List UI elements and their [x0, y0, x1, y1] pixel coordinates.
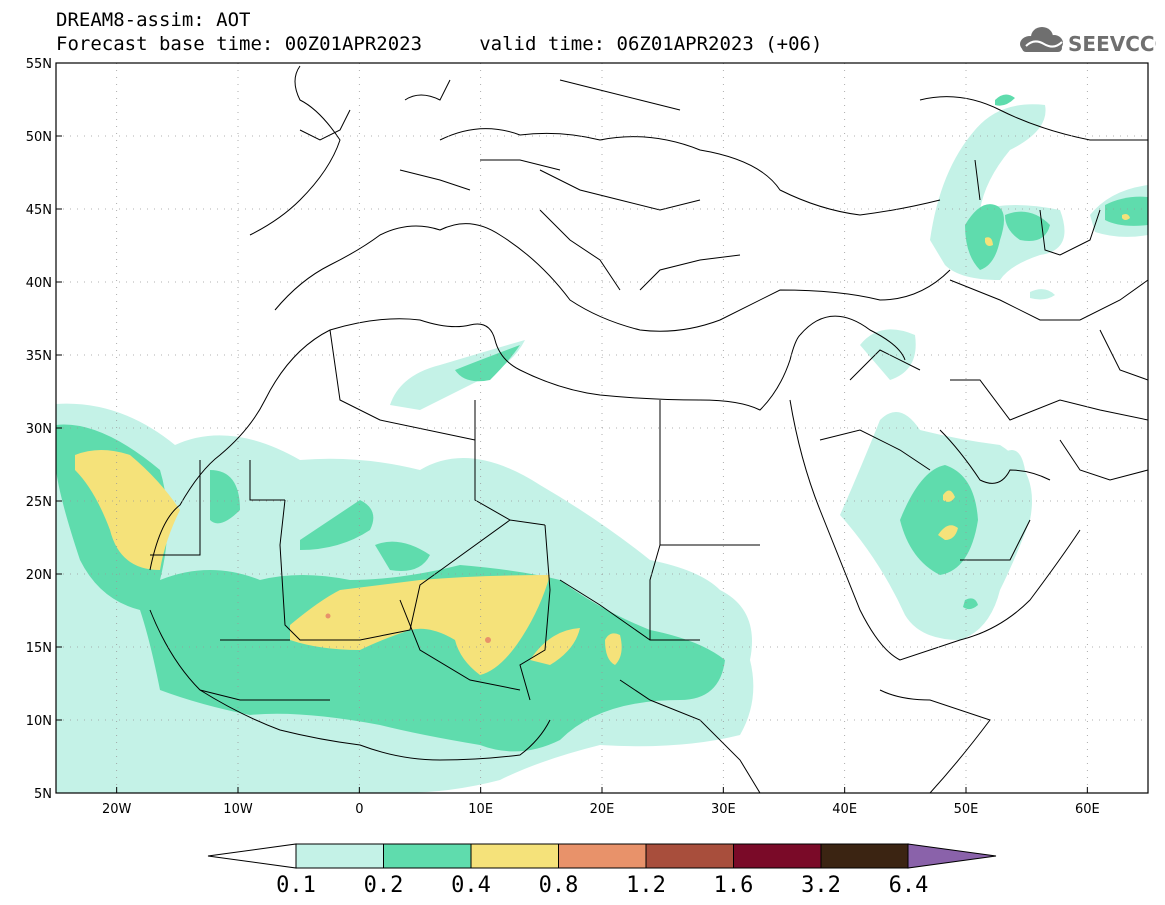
logo-text: SEEVCCC [1068, 32, 1156, 56]
aot-level-0.8 [325, 613, 491, 643]
longitude-axis: 20W 10W 0 10E 20E 30E 40E 50E 60E [102, 787, 1100, 817]
x-tick-label: 50E [954, 802, 979, 817]
y-tick-label: 20N [26, 568, 52, 583]
colorbar-label: 6.4 [889, 873, 929, 898]
aot-level-0.4 [75, 214, 1130, 675]
seevccc-logo: SEEVCCC [1020, 27, 1156, 56]
y-tick-label: 5N [34, 787, 52, 802]
y-tick-label: 50N [26, 130, 52, 145]
x-tick-label: 60E [1075, 802, 1100, 817]
y-tick-label: 10N [26, 714, 52, 729]
colorbar-label: 0.4 [451, 873, 491, 898]
graticule [56, 63, 1148, 793]
colorbar-swatch [820, 843, 909, 869]
colorbar-label: 0.2 [364, 873, 404, 898]
y-tick-label: 55N [26, 57, 52, 72]
colorbar-high-arrow [907, 843, 997, 869]
colorbar-label: 0.8 [539, 873, 579, 898]
x-tick-label: 40E [832, 802, 857, 817]
y-tick-label: 35N [26, 349, 52, 364]
y-tick-label: 30N [26, 422, 52, 437]
y-tick-label: 40N [26, 276, 52, 291]
colorbar-low-arrow [207, 843, 297, 869]
x-tick-label: 0 [355, 802, 363, 817]
map-title: DREAM8-assim: AOT [56, 9, 251, 31]
colorbar-swatch [645, 843, 734, 869]
y-tick-label: 25N [26, 495, 52, 510]
x-tick-label: 10W [223, 802, 253, 817]
latitude-axis: 55N 50N 45N 40N 35N 30N 25N 20N 15N 10N 5N [26, 57, 62, 802]
coastlines-borders [149, 65, 1148, 793]
colorbar-swatch [558, 843, 647, 869]
colorbar-label: 3.2 [801, 873, 841, 898]
colorbar-label: 1.2 [626, 873, 666, 898]
colorbar-swatch [470, 843, 559, 869]
colorbar-swatch [383, 843, 472, 869]
colorbar-label: 0.1 [276, 873, 316, 898]
colorbar-label: 1.6 [714, 873, 754, 898]
y-tick-label: 45N [26, 203, 52, 218]
colorbar-swatch [733, 843, 822, 869]
x-tick-label: 20W [102, 802, 132, 817]
x-tick-label: 10E [468, 802, 493, 817]
x-tick-label: 30E [711, 802, 736, 817]
colorbar-swatch [295, 843, 384, 869]
x-tick-label: 20E [590, 802, 615, 817]
forecast-time-subtitle: Forecast base time: 00Z01APR2023 valid t… [56, 33, 823, 55]
y-tick-label: 15N [26, 641, 52, 656]
